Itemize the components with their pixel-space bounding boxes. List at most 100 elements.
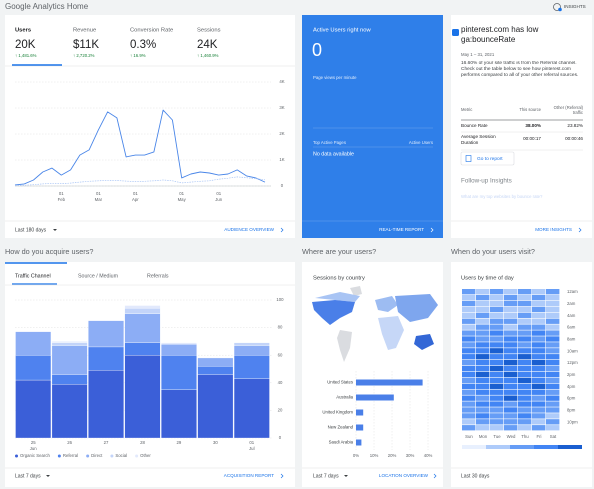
y-tick-label: 2K	[279, 131, 284, 136]
bar-segment	[197, 366, 234, 375]
legend-label: Direct	[91, 453, 103, 458]
heatmap-cell	[476, 312, 490, 318]
date-range[interactable]: Last 180 days	[15, 227, 47, 233]
heatmap-cell	[490, 289, 504, 295]
heatmap-cell	[490, 300, 504, 307]
heatmap-cell	[532, 342, 546, 348]
table-header: This source	[519, 107, 541, 112]
heatmap-cell	[518, 371, 532, 378]
y-tick-label: Australia	[336, 395, 353, 400]
heatmap-cell	[504, 342, 518, 348]
bar-segment	[15, 379, 52, 439]
heatmap-cell	[546, 395, 560, 401]
button-label[interactable]: Go to report	[477, 156, 503, 162]
insights-label[interactable]: INSIGHTS	[564, 4, 586, 9]
report-link[interactable]: MORE INSIGHTS	[535, 227, 572, 232]
heatmap-cell	[476, 371, 490, 378]
tab[interactable]: Source / Medium	[78, 273, 119, 279]
heatmap-cell	[532, 360, 546, 366]
bar-segment	[161, 344, 197, 356]
heatmap-cell	[490, 419, 504, 425]
bar-segment	[233, 345, 270, 356]
heatmap-cell	[462, 348, 476, 354]
y-tick-label: 60	[278, 352, 283, 357]
heatmap-cell	[490, 401, 504, 407]
x-tick-label: 27	[104, 440, 109, 445]
heatmap-cell	[490, 395, 504, 401]
heatmap-cell	[462, 425, 476, 431]
x-tick-label: 26	[67, 440, 72, 445]
bar-segment	[88, 370, 124, 439]
heatmap-cell	[532, 425, 546, 431]
heatmap-cell	[546, 407, 560, 413]
heatmap-cell	[462, 300, 476, 307]
heatmap-cell	[490, 294, 504, 301]
dropdown-icon	[344, 475, 348, 477]
report-link[interactable]: REAL-TIME REPORT	[379, 227, 424, 232]
heatmap-cell	[518, 342, 532, 348]
metric-label: Revenue	[73, 28, 96, 34]
row-label: 4pm	[567, 384, 576, 389]
dropdown-icon	[53, 229, 57, 231]
y-tick-label: 1K	[279, 157, 284, 162]
table-header: Top Active Pages	[313, 140, 346, 145]
bar-segment	[124, 313, 161, 343]
realtime-title: Active Users right now	[313, 28, 371, 34]
heatmap-cell	[546, 365, 560, 372]
heatmap-cell	[476, 342, 490, 348]
bar-segment	[124, 342, 161, 356]
date-range[interactable]: Last 7 days	[15, 473, 41, 479]
heatmap-cell	[476, 324, 490, 330]
insights-button[interactable]: INSIGHTS	[553, 3, 586, 12]
heatmap-cell	[504, 377, 518, 384]
bar-segment	[124, 355, 161, 439]
metric-label: Users	[15, 28, 31, 34]
heatmap-cell	[490, 354, 504, 360]
color-scale	[486, 445, 510, 449]
date-range[interactable]: Last 30 days	[461, 473, 490, 479]
x-tick-label: 0%	[353, 453, 359, 458]
section-title: Where are your users?	[302, 247, 376, 256]
tab[interactable]: Traffic Channel	[15, 273, 51, 279]
heatmap-cell	[462, 413, 476, 419]
report-link[interactable]: ACQUISITION REPORT	[224, 473, 274, 478]
report-button[interactable]: Go to report	[460, 151, 515, 166]
date-range[interactable]: Last 7 days	[313, 473, 339, 479]
heatmap-cell	[532, 330, 546, 336]
bar	[356, 424, 364, 431]
heatmap-cell	[518, 383, 532, 389]
heatmap-cell	[532, 348, 546, 354]
report-link[interactable]: AUDIENCE OVERVIEW	[224, 227, 274, 232]
insight-title: pinterest.com has low ga:bounceRate	[461, 25, 539, 45]
heatmap-cell	[546, 354, 560, 360]
x-tick-label: 20%	[388, 453, 397, 458]
chevron	[280, 473, 284, 479]
metric-change: ↑ 16.9%	[130, 53, 146, 58]
insight-card	[451, 15, 592, 238]
heatmap-cell	[462, 419, 476, 425]
heatmap-cell	[518, 425, 532, 431]
bar-segment	[51, 374, 88, 385]
tab[interactable]: Referrals	[147, 273, 169, 279]
table-cell: 38.00%	[525, 123, 541, 128]
followup-question[interactable]: What are my top websites by bounce rate?	[461, 194, 543, 199]
bar	[356, 439, 362, 446]
heatmap-cell	[504, 365, 518, 372]
realtime-subtitle: Page views per minute	[313, 75, 357, 80]
legend-marker	[135, 454, 139, 458]
y-tick-label: 40	[278, 380, 283, 385]
table-cell: 00:00:17	[523, 136, 541, 141]
section-title: How do you acquire users?	[5, 247, 93, 256]
chevron	[578, 227, 582, 233]
bar-segment	[124, 305, 161, 309]
heatmap-cell	[504, 389, 518, 395]
report-link[interactable]: LOCATION OVERVIEW	[379, 473, 429, 478]
heatmap-cell	[462, 312, 476, 318]
metric-value: $11K	[73, 39, 99, 51]
heatmap-cell	[504, 407, 518, 413]
heatmap-cell	[518, 389, 532, 395]
y-tick-label: 4K	[279, 79, 284, 84]
bar-segment	[233, 342, 270, 346]
heatmap-cell	[532, 365, 546, 372]
